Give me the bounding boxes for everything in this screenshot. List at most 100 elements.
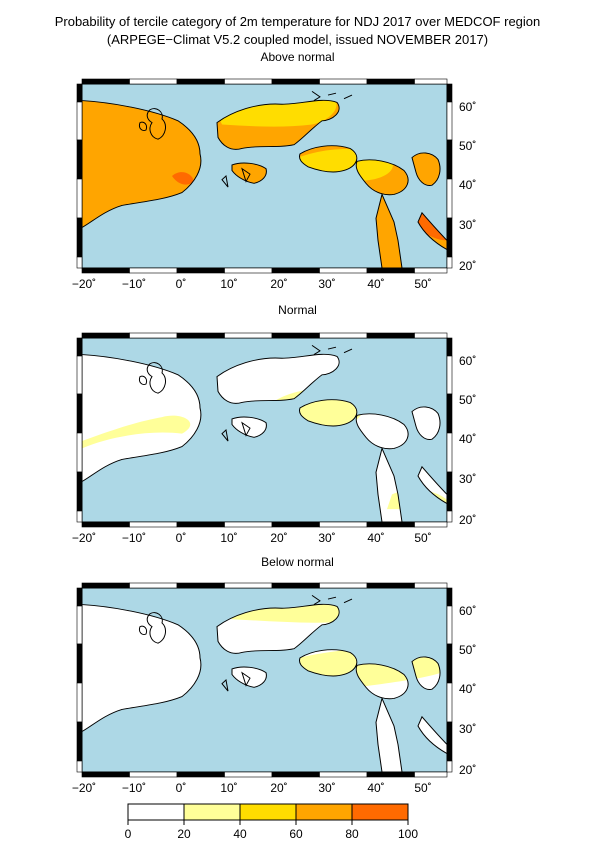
frame-segment: [446, 682, 453, 723]
map-panel-above-normal: −20˚ −10˚ 0˚ 10˚ 20˚ 30˚ 40˚ 50˚ 60˚ 50˚ 40˚ 30˚ 20˚: [72, 78, 476, 291]
frame-segment: [271, 521, 320, 528]
latitude-tick-label: 30˚: [459, 218, 476, 232]
frame-segment: [414, 78, 448, 85]
frame-segment: [366, 521, 415, 528]
frame-segment: [414, 771, 448, 778]
frame-segment: [76, 432, 83, 473]
longitude-tick-label: 50˚: [414, 531, 431, 545]
longitude-tick-label: 50˚: [414, 781, 431, 795]
longitude-tick-label: 40˚: [367, 277, 384, 291]
frame-segment: [446, 355, 453, 395]
longitude-tick-label: 30˚: [318, 277, 335, 291]
latitude-tick-label: 60˚: [459, 354, 476, 368]
latitude-tick-label: 20˚: [459, 259, 476, 273]
latitude-tick-label: 50˚: [459, 643, 476, 657]
longitude-tick-label: 10˚: [220, 781, 237, 795]
longitude-tick-label: −10˚: [122, 277, 146, 291]
colorbar-tick-label: 80: [345, 827, 359, 841]
frame-segment: [129, 267, 178, 274]
longitude-tick-label: −20˚: [72, 277, 96, 291]
frame-segment: [76, 643, 83, 684]
latitude-tick-label: 60˚: [459, 604, 476, 618]
frame-segment: [76, 471, 83, 512]
latitude-tick-label: 20˚: [459, 513, 476, 527]
longitude-tick-label: −10˚: [122, 781, 146, 795]
longitude-tick-label: −20˚: [72, 781, 96, 795]
frame-segment: [414, 267, 448, 274]
frame-segment: [366, 332, 415, 339]
frame-segment: [76, 83, 83, 103]
map-panel-below-normal: −20˚ −10˚ 0˚ 10˚ 20˚ 30˚ 40˚ 50˚ 60˚ 50˚ 40˚ 30˚ 20˚: [72, 582, 476, 795]
colorbar-tick-label: 60: [289, 827, 303, 841]
frame-segment: [129, 582, 178, 589]
frame-segment: [176, 771, 225, 778]
frame-segment: [446, 587, 453, 607]
longitude-tick-label: 20˚: [270, 781, 287, 795]
frame-segment: [224, 267, 273, 274]
frame-segment: [366, 267, 415, 274]
longitude-tick-label: 0˚: [176, 277, 187, 291]
longitude-tick-label: 10˚: [220, 531, 237, 545]
frame-segment: [129, 332, 178, 339]
frame-segment: [76, 355, 83, 395]
frame-segment: [319, 521, 368, 528]
frame-segment: [76, 682, 83, 723]
colorbar-swatch: [239, 803, 297, 821]
frame-segment: [76, 217, 83, 258]
frame-segment: [81, 582, 130, 589]
latitude-tick-label: 30˚: [459, 472, 476, 486]
frame-segment: [76, 587, 83, 607]
longitude-tick-label: 0˚: [176, 531, 187, 545]
frame-segment: [319, 267, 368, 274]
colorbar-tick-label: 20: [177, 827, 191, 841]
frame-segment: [446, 101, 453, 141]
latitude-tick-label: 20˚: [459, 763, 476, 777]
map-panel-normal: −20˚ −10˚ 0˚ 10˚ 20˚ 30˚ 40˚ 50˚ 60˚ 50˚ 40˚ 30˚ 20˚: [72, 332, 476, 545]
probability-area: [82, 415, 191, 449]
map-content: [82, 338, 447, 522]
frame-segment: [446, 256, 453, 269]
frame-segment: [366, 771, 415, 778]
frame-segment: [76, 337, 83, 357]
panel-below-normal-title: Below normal: [261, 555, 334, 569]
frame-segment: [319, 332, 368, 339]
frame-segment: [76, 178, 83, 219]
longitude-tick-label: 20˚: [270, 277, 287, 291]
frame-segment: [446, 510, 453, 523]
colorbar-swatch: [295, 803, 353, 821]
colorbar-tick-label: 0: [125, 827, 132, 841]
frame-segment: [81, 332, 130, 339]
frame-segment: [176, 332, 225, 339]
latitude-tick-label: 60˚: [459, 100, 476, 114]
frame-segment: [271, 582, 320, 589]
frame-segment: [129, 78, 178, 85]
frame-segment: [319, 771, 368, 778]
latitude-tick-label: 50˚: [459, 139, 476, 153]
frame-segment: [446, 643, 453, 684]
frame-segment: [81, 78, 130, 85]
latitude-tick-label: 50˚: [459, 393, 476, 407]
frame-segment: [271, 267, 320, 274]
frame-segment: [366, 582, 415, 589]
frame-segment: [224, 78, 273, 85]
frame-segment: [176, 267, 225, 274]
longitude-tick-label: −20˚: [72, 531, 96, 545]
map-content: [82, 84, 447, 268]
frame-segment: [129, 771, 178, 778]
longitude-tick-label: 40˚: [367, 531, 384, 545]
colorbar-swatch: [183, 803, 241, 821]
probability-area: [172, 172, 194, 185]
longitude-tick-label: 30˚: [318, 781, 335, 795]
frame-segment: [176, 582, 225, 589]
frame-segment: [366, 78, 415, 85]
colorbar-swatch: [351, 803, 409, 821]
colorbar-swatch: [127, 803, 185, 821]
frame-segment: [224, 582, 273, 589]
frame-segment: [446, 139, 453, 180]
frame-segment: [446, 217, 453, 258]
panel-normal-title: Normal: [278, 303, 317, 317]
frame-segment: [76, 510, 83, 523]
frame-segment: [76, 760, 83, 773]
frame-segment: [271, 771, 320, 778]
